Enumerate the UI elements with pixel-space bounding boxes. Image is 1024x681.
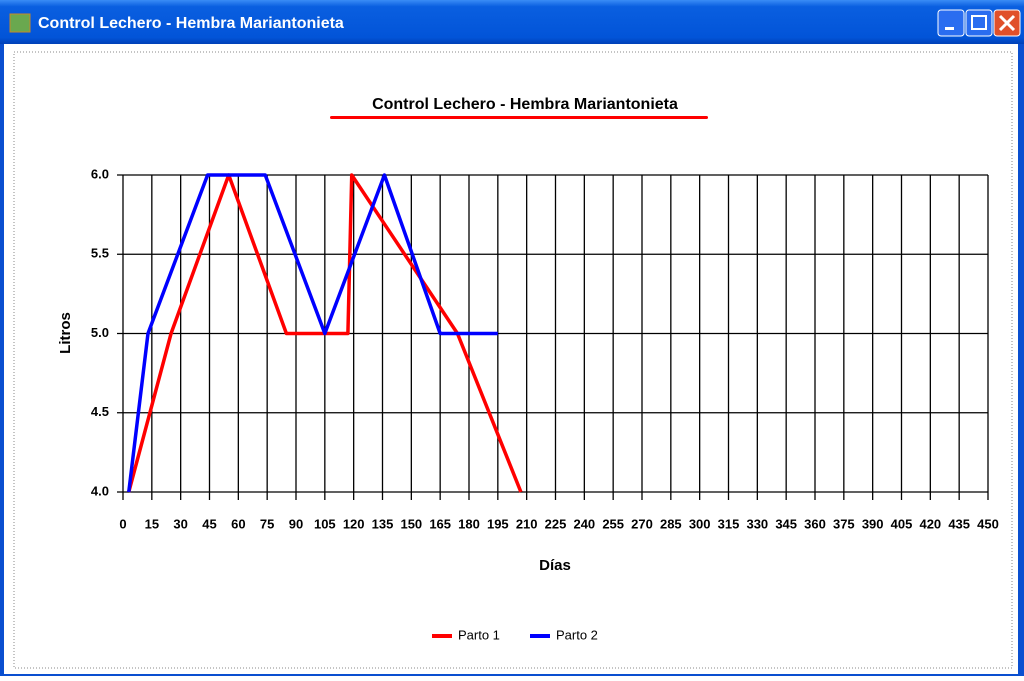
x-tick-label: 135 [372, 516, 394, 531]
x-tick-label: 300 [689, 516, 711, 531]
title-underline [330, 116, 708, 119]
minimize-button[interactable] [937, 9, 965, 37]
y-tick-label: 5.5 [91, 246, 109, 261]
x-tick-label: 105 [314, 516, 336, 531]
x-tick-label: 210 [516, 516, 538, 531]
x-tick-label: 285 [660, 516, 682, 531]
x-tick-label: 240 [573, 516, 595, 531]
x-tick-label: 225 [545, 516, 567, 531]
chart-title: Control Lechero - Hembra Mariantonieta [372, 96, 678, 113]
y-axis-label: Litros [57, 312, 74, 354]
x-tick-label: 30 [173, 516, 187, 531]
x-tick-label: 15 [145, 516, 159, 531]
x-tick-label: 330 [746, 516, 768, 531]
x-tick-label: 390 [862, 516, 884, 531]
y-tick-label: 5.0 [91, 325, 109, 340]
minimize-icon [945, 27, 954, 30]
x-tick-label: 270 [631, 516, 653, 531]
maximize-icon [971, 15, 987, 30]
x-tick-label: 450 [977, 516, 999, 531]
legend-label: Parto 2 [556, 627, 598, 642]
y-tick-label: 4.5 [91, 404, 109, 419]
window-title: Control Lechero - Hembra Mariantonieta [38, 15, 344, 32]
x-tick-label: 0 [119, 516, 126, 531]
x-tick-label: 60 [231, 516, 245, 531]
x-tick-label: 405 [891, 516, 913, 531]
x-tick-label: 45 [202, 516, 216, 531]
x-tick-label: 315 [718, 516, 740, 531]
app-icon [9, 13, 31, 33]
close-icon [998, 14, 1016, 32]
x-tick-label: 255 [602, 516, 624, 531]
x-tick-label: 375 [833, 516, 855, 531]
maximize-button[interactable] [965, 9, 993, 37]
x-tick-label: 120 [343, 516, 365, 531]
y-tick-label: 6.0 [91, 166, 109, 181]
series-line [127, 173, 498, 493]
x-tick-label: 345 [775, 516, 797, 531]
x-tick-label: 180 [458, 516, 480, 531]
x-tick-label: 150 [400, 516, 422, 531]
client-area [4, 44, 1018, 674]
x-tick-label: 90 [289, 516, 303, 531]
x-tick-label: 75 [260, 516, 274, 531]
y-tick-label: 4.0 [91, 483, 109, 498]
title-bar [0, 0, 1024, 44]
x-tick-label: 360 [804, 516, 826, 531]
x-axis-label: Días [539, 557, 571, 574]
x-tick-label: 165 [429, 516, 451, 531]
x-tick-label: 195 [487, 516, 509, 531]
x-tick-label: 435 [948, 516, 970, 531]
legend-label: Parto 1 [458, 627, 500, 642]
chart-border [13, 51, 1013, 669]
series-line [127, 173, 523, 493]
x-tick-label: 420 [919, 516, 941, 531]
